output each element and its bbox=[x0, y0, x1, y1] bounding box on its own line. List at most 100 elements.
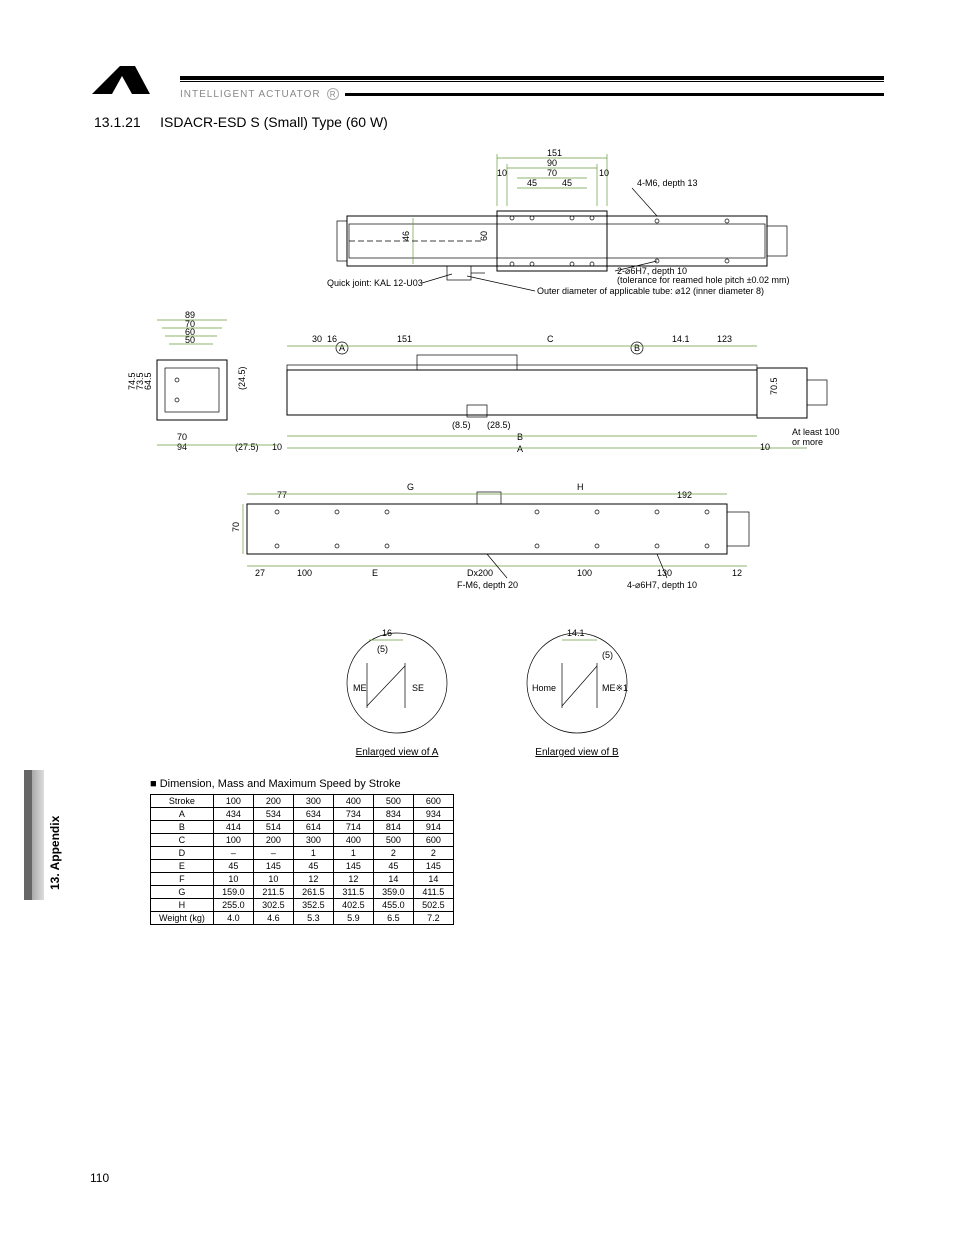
table-cell: 352.5 bbox=[293, 899, 333, 912]
table-cell: 714 bbox=[333, 821, 373, 834]
detail-b: 14.1 (5) Home ME※1 Enlarged view of B bbox=[507, 618, 647, 758]
dim-Dx200: Dx200 bbox=[467, 568, 493, 578]
table-cell: 934 bbox=[413, 808, 453, 821]
dim-123: 123 bbox=[717, 334, 732, 344]
table-row: D––1122 bbox=[151, 847, 454, 860]
da-me: ME bbox=[353, 683, 367, 693]
table-cell: D bbox=[151, 847, 214, 860]
table-cell: 311.5 bbox=[333, 886, 373, 899]
dim-275: (27.5) bbox=[235, 442, 259, 452]
table-cell: 6.5 bbox=[373, 912, 413, 925]
table-header-row: Stroke100200300400500600 bbox=[151, 795, 454, 808]
dim-94: 94 bbox=[177, 442, 187, 452]
table-cell: 634 bbox=[293, 808, 333, 821]
dim-A: A bbox=[517, 444, 523, 454]
table-cell: 2 bbox=[413, 847, 453, 860]
dim-45b: 45 bbox=[562, 178, 572, 188]
table-cell: 45 bbox=[213, 860, 253, 873]
table-row: B414514614714814914 bbox=[151, 821, 454, 834]
dim-85: (8.5) bbox=[452, 420, 471, 430]
table-cell: 1 bbox=[333, 847, 373, 860]
brand-text: INTELLIGENT ACTUATOR bbox=[180, 89, 321, 100]
top-view-diagram: 151 90 70 45 45 10 10 46 60 4-M6, depth … bbox=[167, 146, 807, 296]
table-row: A434534634734834934 bbox=[151, 808, 454, 821]
table-cell: 211.5 bbox=[253, 886, 293, 899]
page-number: 110 bbox=[90, 1171, 109, 1185]
da-16: 16 bbox=[382, 628, 392, 638]
db-me1: ME※1 bbox=[602, 683, 628, 693]
page: INTELLIGENT ACTUATOR R 13.1.21 ISDACR-ES… bbox=[0, 0, 954, 1235]
table-cell: 7.2 bbox=[413, 912, 453, 925]
table-cell: 414 bbox=[213, 821, 253, 834]
table-cell: E bbox=[151, 860, 214, 873]
detail-views: 16 (5) ME SE Enlarged view of A 14.1 (5) bbox=[327, 618, 647, 758]
table-cell: 200 bbox=[253, 834, 293, 847]
side-view-diagram: 89 70 60 50 70 94 (27.5) 10 74.5 73.5 64… bbox=[117, 310, 857, 460]
table-row: Weight (kg)4.04.65.35.96.57.2 bbox=[151, 912, 454, 925]
table-cell: 614 bbox=[293, 821, 333, 834]
marker-a-icon: A bbox=[339, 343, 345, 353]
dim-100a: 100 bbox=[297, 568, 312, 578]
note-fm6: F-M6, depth 20 bbox=[457, 580, 518, 590]
side-tab bbox=[24, 770, 44, 900]
dim-645: 64.5 bbox=[143, 372, 153, 390]
table-cell: 14 bbox=[413, 873, 453, 886]
table-row: E451454514545145 bbox=[151, 860, 454, 873]
dim-245: (24.5) bbox=[237, 366, 247, 390]
table-row: G159.0211.5261.5311.5359.0411.5 bbox=[151, 886, 454, 899]
table-cell: 534 bbox=[253, 808, 293, 821]
table-cell: 145 bbox=[413, 860, 453, 873]
section-number: 13.1.21 bbox=[94, 114, 141, 130]
note-quickjoint: Quick joint: KAL 12-U03 bbox=[327, 278, 423, 288]
table-cell: 4.6 bbox=[253, 912, 293, 925]
dim-70d: 70 bbox=[231, 522, 241, 532]
table-row: F101012121414 bbox=[151, 873, 454, 886]
table-title: ■ Dimension, Mass and Maximum Speed by S… bbox=[150, 778, 884, 790]
da-se: SE bbox=[412, 683, 424, 693]
table-header-cell: 500 bbox=[373, 795, 413, 808]
table-header-cell: 200 bbox=[253, 795, 293, 808]
table-cell: 814 bbox=[373, 821, 413, 834]
table-cell: 5.9 bbox=[333, 912, 373, 925]
table-cell: 455.0 bbox=[373, 899, 413, 912]
table-cell: 434 bbox=[213, 808, 253, 821]
header: INTELLIGENT ACTUATOR R bbox=[90, 60, 884, 100]
marker-b-icon: B bbox=[634, 343, 640, 353]
table-cell: 5.3 bbox=[293, 912, 333, 925]
table-cell: 2 bbox=[373, 847, 413, 860]
table-cell: 145 bbox=[253, 860, 293, 873]
table-cell: 10 bbox=[253, 873, 293, 886]
note-tube: Outer diameter of applicable tube: ⌀12 (… bbox=[537, 286, 764, 296]
dim-77: 77 bbox=[277, 490, 287, 500]
dim-151b: 151 bbox=[397, 334, 412, 344]
table-cell: 14 bbox=[373, 873, 413, 886]
dim-90: 90 bbox=[547, 158, 557, 168]
table-cell: F bbox=[151, 873, 214, 886]
dim-100b: 100 bbox=[577, 568, 592, 578]
table-cell: 302.5 bbox=[253, 899, 293, 912]
table-cell: 12 bbox=[293, 873, 333, 886]
dim-16: 16 bbox=[327, 334, 337, 344]
db-141: 14.1 bbox=[567, 628, 585, 638]
note-4m6: 4-M6, depth 13 bbox=[637, 178, 698, 188]
dim-45a: 45 bbox=[527, 178, 537, 188]
table-cell: A bbox=[151, 808, 214, 821]
table-cell: 600 bbox=[413, 834, 453, 847]
section-heading: 13.1.21 ISDACR-ESD S (Small) Type (60 W) bbox=[94, 114, 884, 130]
dim-10b: 10 bbox=[599, 168, 609, 178]
table-header-cell: 600 bbox=[413, 795, 453, 808]
table-cell: 145 bbox=[333, 860, 373, 873]
dim-46: 46 bbox=[401, 231, 411, 241]
table-cell: 12 bbox=[333, 873, 373, 886]
dim-10a: 10 bbox=[497, 168, 507, 178]
table-cell: 514 bbox=[253, 821, 293, 834]
registered-icon: R bbox=[327, 88, 339, 100]
dim-60: 60 bbox=[479, 231, 489, 241]
table-cell: B bbox=[151, 821, 214, 834]
dim-141: 14.1 bbox=[672, 334, 690, 344]
dim-E: E bbox=[372, 568, 378, 578]
note-100-l2: or more bbox=[792, 437, 823, 447]
note-4h7: 4-⌀6H7, depth 10 bbox=[627, 580, 697, 590]
table-row: H255.0302.5352.5402.5455.0502.5 bbox=[151, 899, 454, 912]
table-header-cell: 300 bbox=[293, 795, 333, 808]
